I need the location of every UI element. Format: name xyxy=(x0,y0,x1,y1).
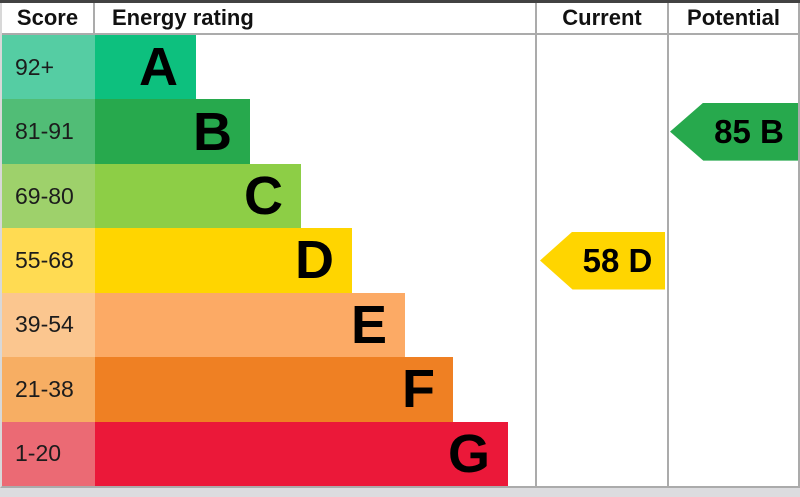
score-range-cell: 55-68 xyxy=(2,228,95,293)
band-row-e: 39-54 E xyxy=(2,292,535,358)
rating-bar: A xyxy=(95,35,196,100)
band-row-g: 1-20 G xyxy=(2,421,535,486)
band-row-d: 55-68 D xyxy=(2,228,535,293)
score-range-cell: 81-91 xyxy=(2,99,95,164)
band-row-c: 69-80 C xyxy=(2,163,535,229)
score-column-header: Score xyxy=(2,3,95,33)
score-range-cell: 69-80 xyxy=(2,163,95,229)
current-arrow: 58 D xyxy=(540,231,665,290)
current-column: Current 58 D xyxy=(535,3,667,486)
bands-list: 92+ A 81-91 B 69-80 C 55-68 D 39-54 E xyxy=(2,35,535,486)
rating-bar: E xyxy=(95,292,405,358)
score-range-cell: 39-54 xyxy=(2,292,95,358)
chart-body: Score Energy rating 92+ A 81-91 B 69-80 … xyxy=(0,3,800,488)
band-row-b: 81-91 B xyxy=(2,99,535,164)
band-row-f: 21-38 F xyxy=(2,357,535,422)
current-column-header: Current xyxy=(537,3,667,35)
score-range-cell: 1-20 xyxy=(2,421,95,486)
score-range-cell: 92+ xyxy=(2,35,95,100)
rating-bar: G xyxy=(95,421,508,486)
ratings-column: Score Energy rating 92+ A 81-91 B 69-80 … xyxy=(2,3,535,486)
rating-bar: C xyxy=(95,163,301,229)
rating-bar: F xyxy=(95,357,453,422)
potential-column-header: Potential xyxy=(669,3,798,35)
bottom-strip xyxy=(0,488,800,497)
band-row-a: 92+ A xyxy=(2,35,535,100)
potential-arrow: 85 B xyxy=(670,102,798,161)
score-range-cell: 21-38 xyxy=(2,357,95,422)
rating-bar: B xyxy=(95,99,250,164)
rating-bar: D xyxy=(95,228,352,293)
energy-rating-column-header: Energy rating xyxy=(112,5,254,30)
potential-column: Potential 85 B xyxy=(667,3,798,486)
ratings-header-row: Score Energy rating xyxy=(2,3,535,35)
